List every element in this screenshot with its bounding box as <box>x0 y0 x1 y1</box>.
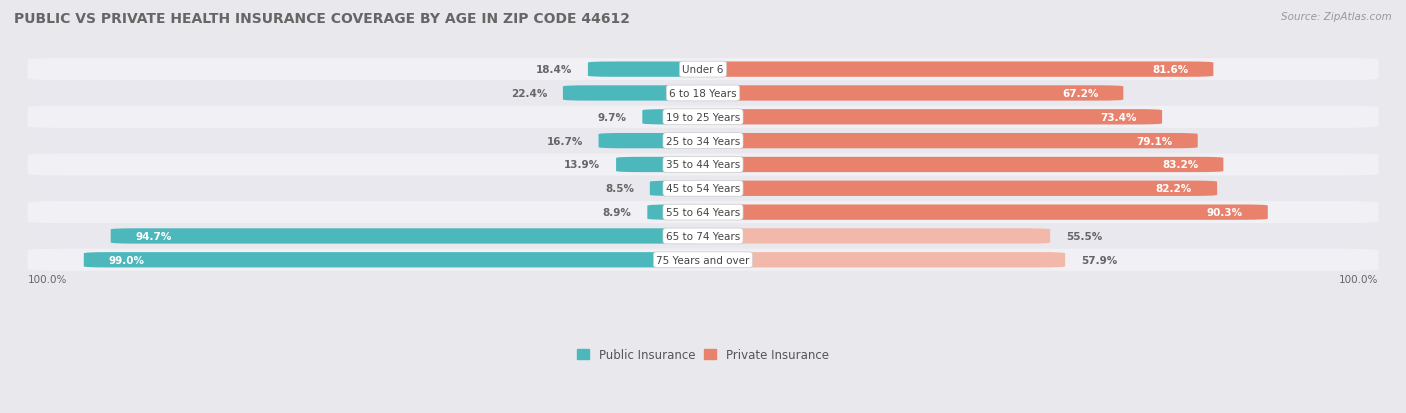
FancyBboxPatch shape <box>562 86 703 101</box>
Text: Source: ZipAtlas.com: Source: ZipAtlas.com <box>1281 12 1392 22</box>
Text: 100.0%: 100.0% <box>28 274 67 285</box>
FancyBboxPatch shape <box>643 110 703 125</box>
Text: 81.6%: 81.6% <box>1152 65 1188 75</box>
FancyBboxPatch shape <box>588 62 703 78</box>
FancyBboxPatch shape <box>650 181 703 197</box>
Text: 45 to 54 Years: 45 to 54 Years <box>666 184 740 194</box>
FancyBboxPatch shape <box>703 181 1218 197</box>
FancyBboxPatch shape <box>703 86 1123 101</box>
Text: 100.0%: 100.0% <box>1339 274 1378 285</box>
Text: 16.7%: 16.7% <box>547 136 583 146</box>
Text: 67.2%: 67.2% <box>1062 89 1098 99</box>
FancyBboxPatch shape <box>28 202 1378 224</box>
Text: 82.2%: 82.2% <box>1156 184 1192 194</box>
Legend: Public Insurance, Private Insurance: Public Insurance, Private Insurance <box>574 345 832 365</box>
FancyBboxPatch shape <box>703 62 1213 78</box>
FancyBboxPatch shape <box>28 249 1378 271</box>
Text: 18.4%: 18.4% <box>536 65 572 75</box>
Text: 25 to 34 Years: 25 to 34 Years <box>666 136 740 146</box>
Text: PUBLIC VS PRIVATE HEALTH INSURANCE COVERAGE BY AGE IN ZIP CODE 44612: PUBLIC VS PRIVATE HEALTH INSURANCE COVER… <box>14 12 630 26</box>
FancyBboxPatch shape <box>28 59 1378 81</box>
Text: 22.4%: 22.4% <box>510 89 547 99</box>
FancyBboxPatch shape <box>703 205 1268 220</box>
FancyBboxPatch shape <box>28 130 1378 152</box>
FancyBboxPatch shape <box>28 107 1378 128</box>
FancyBboxPatch shape <box>599 134 703 149</box>
FancyBboxPatch shape <box>84 252 703 268</box>
FancyBboxPatch shape <box>703 110 1163 125</box>
Text: 8.5%: 8.5% <box>605 184 634 194</box>
Text: Under 6: Under 6 <box>682 65 724 75</box>
Text: 65 to 74 Years: 65 to 74 Years <box>666 231 740 241</box>
FancyBboxPatch shape <box>28 178 1378 200</box>
Text: 57.9%: 57.9% <box>1081 255 1116 265</box>
Text: 13.9%: 13.9% <box>564 160 600 170</box>
FancyBboxPatch shape <box>111 229 703 244</box>
Text: 19 to 25 Years: 19 to 25 Years <box>666 112 740 123</box>
FancyBboxPatch shape <box>703 134 1198 149</box>
FancyBboxPatch shape <box>647 205 703 220</box>
FancyBboxPatch shape <box>703 157 1223 173</box>
Text: 99.0%: 99.0% <box>108 255 145 265</box>
Text: 79.1%: 79.1% <box>1136 136 1173 146</box>
Text: 73.4%: 73.4% <box>1101 112 1137 123</box>
FancyBboxPatch shape <box>28 154 1378 176</box>
FancyBboxPatch shape <box>703 252 1066 268</box>
FancyBboxPatch shape <box>703 229 1050 244</box>
FancyBboxPatch shape <box>616 157 703 173</box>
Text: 55.5%: 55.5% <box>1066 231 1102 241</box>
FancyBboxPatch shape <box>28 225 1378 247</box>
Text: 35 to 44 Years: 35 to 44 Years <box>666 160 740 170</box>
Text: 9.7%: 9.7% <box>598 112 627 123</box>
Text: 90.3%: 90.3% <box>1206 208 1243 218</box>
Text: 83.2%: 83.2% <box>1163 160 1198 170</box>
Text: 6 to 18 Years: 6 to 18 Years <box>669 89 737 99</box>
Text: 55 to 64 Years: 55 to 64 Years <box>666 208 740 218</box>
Text: 8.9%: 8.9% <box>603 208 631 218</box>
Text: 94.7%: 94.7% <box>136 231 172 241</box>
Text: 75 Years and over: 75 Years and over <box>657 255 749 265</box>
FancyBboxPatch shape <box>28 83 1378 105</box>
